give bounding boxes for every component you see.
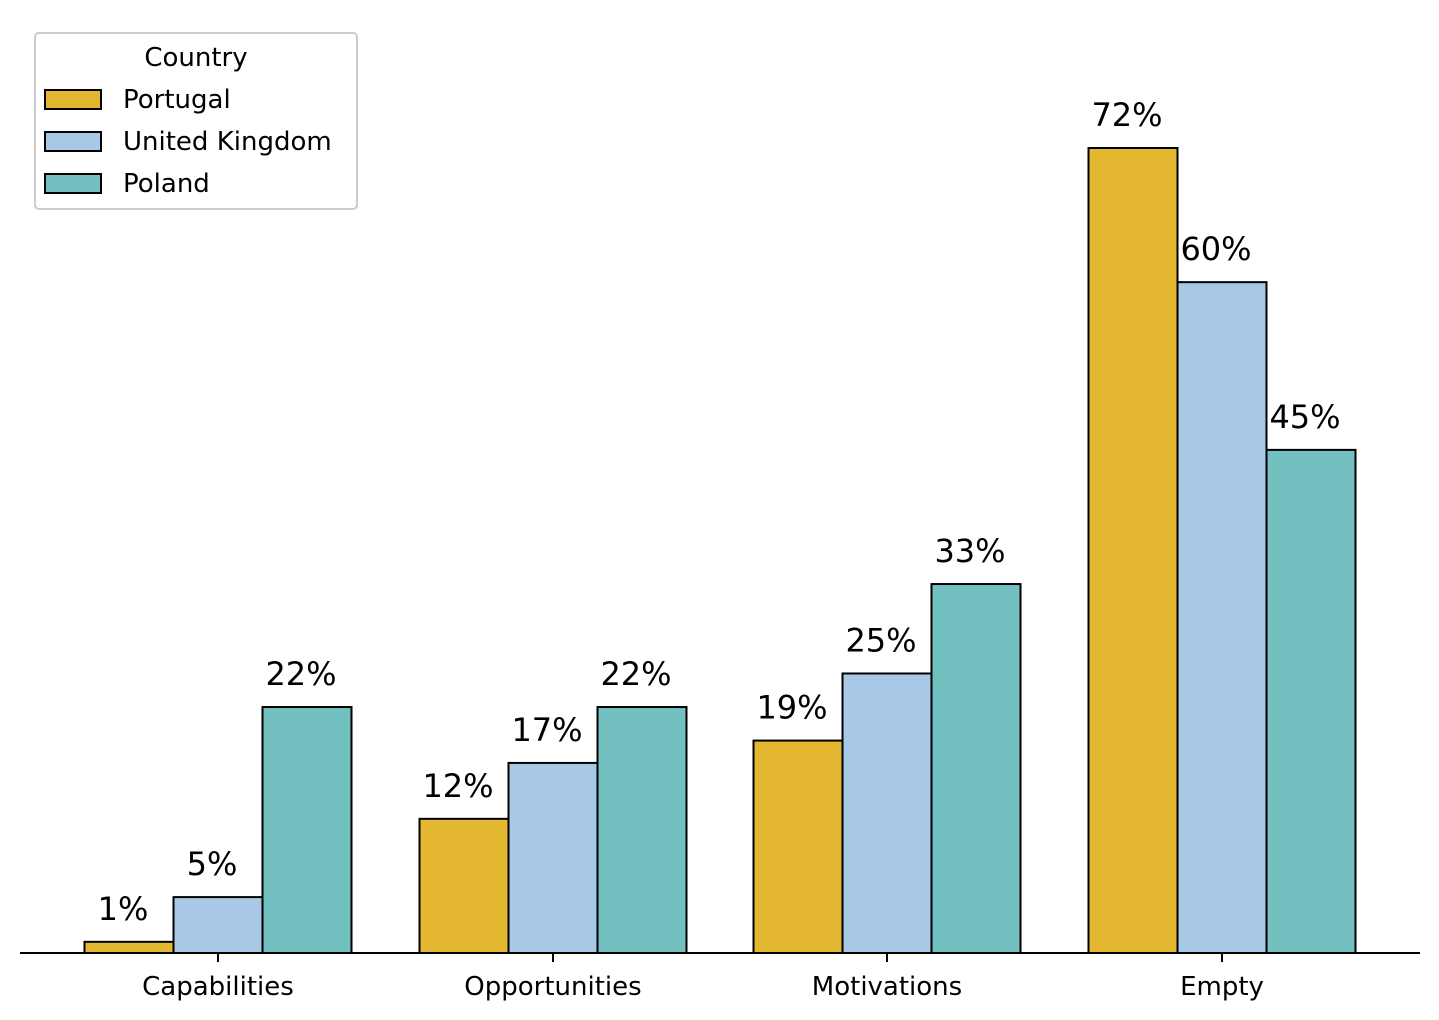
x-tick-label-opportunities: Opportunities [464, 972, 641, 1002]
bar-united-kingdom-opportunities [507, 761, 599, 954]
bar-label-united-kingdom-empty: 60% [1180, 230, 1251, 268]
x-axis-ticks: Capabilities Opportunities Motivations Empt… [142, 953, 1264, 1002]
legend-swatch-portugal [44, 89, 102, 110]
legend-items: Portugal United Kingdom Poland [44, 85, 332, 199]
bar-poland-capabilities [261, 706, 353, 954]
x-tick-label-motivations: Motivations [812, 972, 962, 1002]
bar-label-united-kingdom-opportunities: 17% [511, 711, 582, 749]
legend-frame [34, 32, 358, 210]
bar-united-kingdom-capabilities [172, 896, 264, 955]
x-tick-label-capabilities: Capabilities [142, 972, 294, 1002]
bar-label-united-kingdom-capabilities: 5% [187, 845, 238, 883]
bar-united-kingdom-empty [1176, 281, 1268, 954]
bars-layer [83, 147, 1357, 955]
bar-poland-opportunities [596, 706, 688, 954]
legend-swatch-united-kingdom [44, 131, 102, 152]
bar-portugal-opportunities [418, 817, 510, 954]
legend-label-portugal: Portugal [123, 85, 231, 115]
bar-poland-empty [1265, 448, 1357, 954]
bar-label-united-kingdom-motivations: 25% [845, 621, 916, 659]
bar-united-kingdom-motivations [841, 672, 933, 954]
legend-label-poland: Poland [123, 169, 210, 199]
bar-label-portugal-motivations: 19% [756, 689, 827, 727]
bar-label-poland-opportunities: 22% [600, 655, 671, 693]
legend-swatch-poland [44, 173, 102, 194]
bar-label-portugal-capabilities: 1% [98, 890, 149, 928]
bar-portugal-empty [1087, 147, 1179, 954]
bar-label-portugal-opportunities: 12% [422, 767, 493, 805]
legend-label-united-kingdom: United Kingdom [123, 127, 332, 157]
legend: Country Portugal United Kingdom Poland [34, 32, 358, 210]
x-tick-label-empty: Empty [1180, 972, 1264, 1002]
bar-portugal-capabilities [83, 940, 175, 955]
bar-label-poland-capabilities: 22% [265, 655, 336, 693]
bar-label-poland-motivations: 33% [934, 532, 1005, 570]
bar-label-poland-empty: 45% [1269, 398, 1340, 436]
bar-labels-layer: 1% 5% 22% 12% 17% 22% 19% 25% 33% 72% 60% 45% [98, 96, 1341, 928]
bar-poland-motivations [930, 583, 1022, 955]
bar-label-portugal-empty: 72% [1091, 96, 1162, 134]
bar-portugal-motivations [752, 739, 844, 955]
legend-title: Country [144, 43, 247, 73]
